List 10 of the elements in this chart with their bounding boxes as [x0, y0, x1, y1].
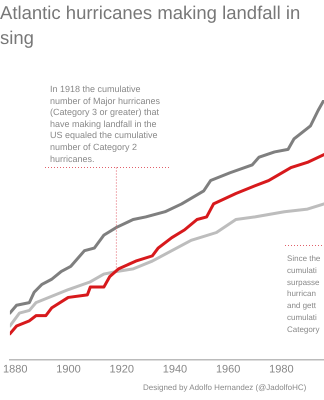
x-tick-label: 1940 — [162, 363, 188, 376]
x-tick-label: 1900 — [56, 363, 81, 376]
text: Designed by Adolfo Hernandez (@JadolfoHC) — [143, 383, 306, 393]
chart-title: Atlantic hurricanes making landfall in sing — [0, 1, 300, 50]
annotation: In 1918 the cumulative number of Major hurricanes (Category 3 or greater) that have making landfall in the US equaled the cumulative number of Category 2 hurricanes. — [50, 84, 160, 166]
x-tick-label: 1980 — [269, 363, 294, 376]
x-tick-label: 1880 — [2, 363, 28, 376]
annotation: Since the cumulati surpasse hurrican and gett cumulati Category — [287, 253, 320, 336]
x-tick-label: 1960 — [216, 363, 240, 376]
x-tick-label: 1920 — [109, 363, 134, 376]
